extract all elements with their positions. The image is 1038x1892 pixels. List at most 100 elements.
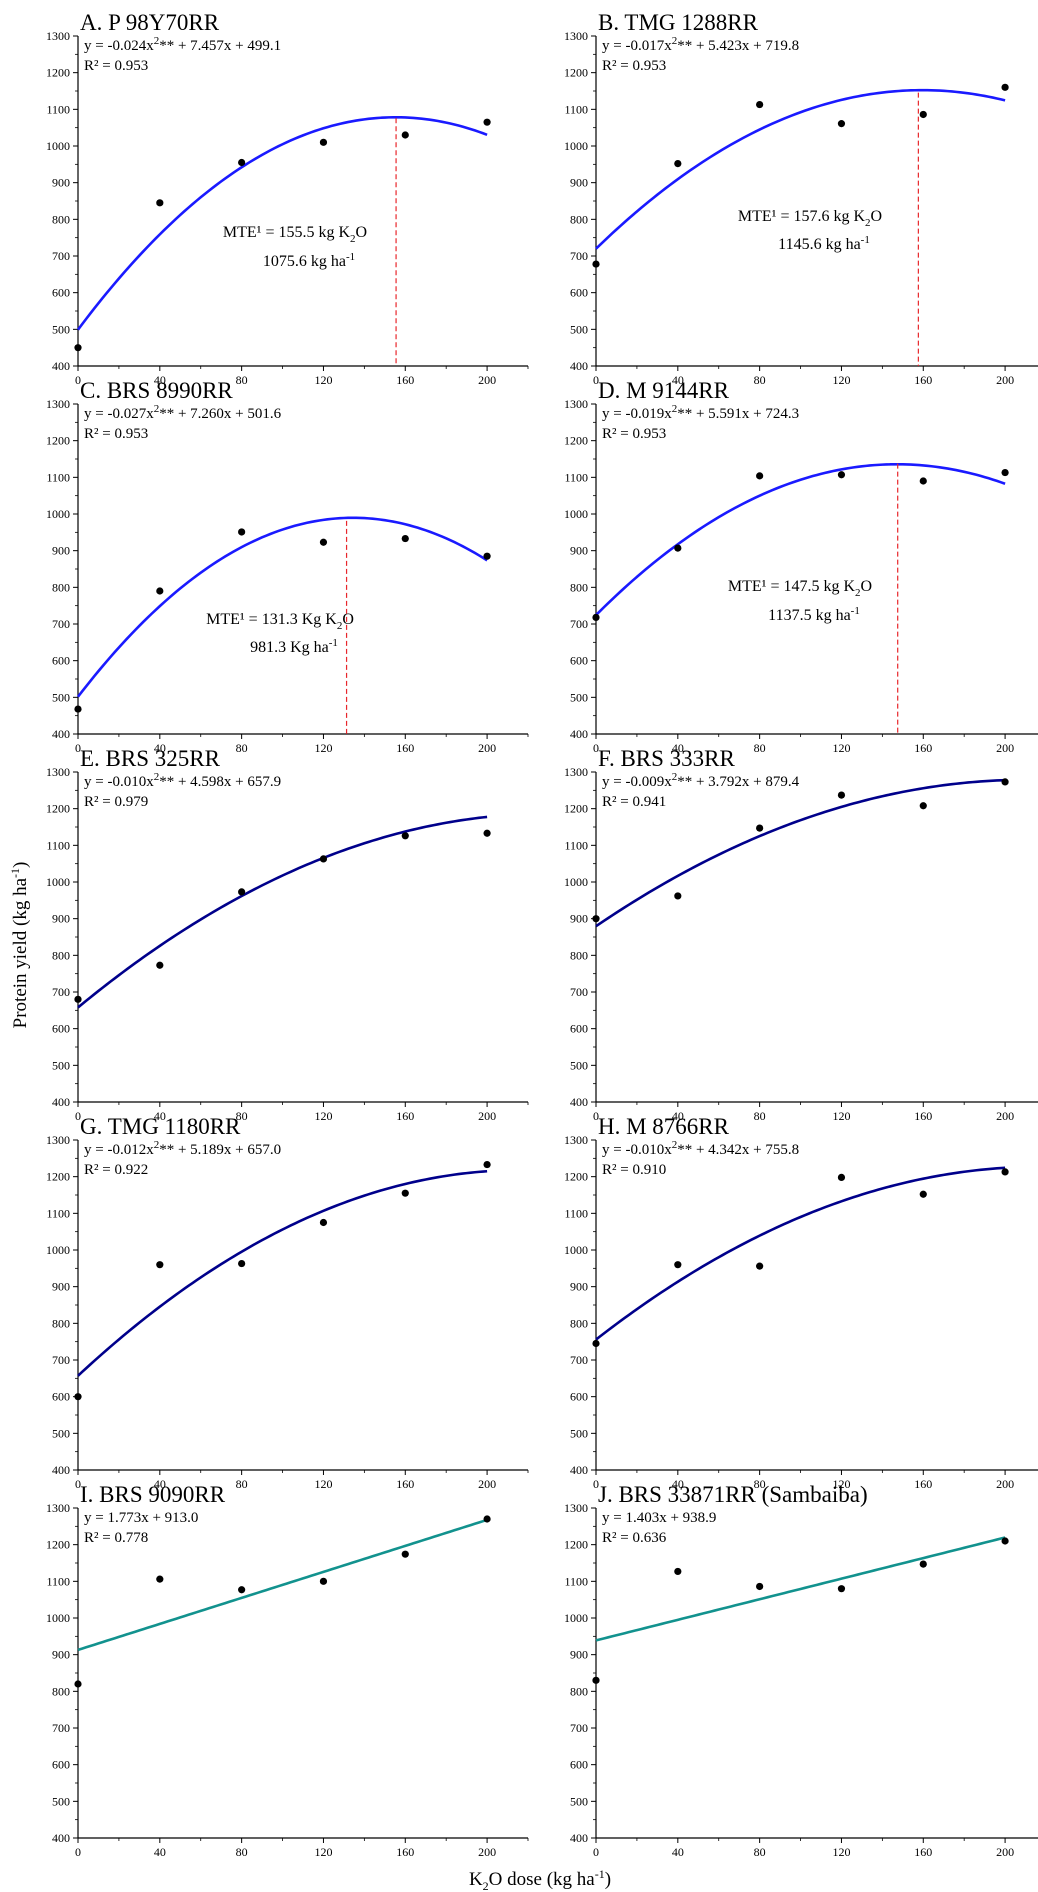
panel-c-xtick-label: 120 — [314, 741, 332, 755]
panel-d-mte-label: MTE¹ = 147.5 kg K2O — [728, 578, 872, 599]
panel-f-xtick-label: 0 — [593, 1109, 599, 1123]
panel-b-equation: y = -0.017x2** + 5.423x + 719.8 — [602, 35, 799, 54]
panel-b-ytick-label: 500 — [570, 322, 588, 336]
panel-i-r2: R² = 0.778 — [84, 1530, 148, 1546]
panel-g-equation-sup: 2 — [154, 1139, 160, 1151]
panel-b-ytick-label: 800 — [570, 212, 588, 226]
panel-j-data-point — [919, 1560, 927, 1568]
panel-c: 400 500 600 700 800 900 1000 1100 1200 1300 0 40 80 1… — [46, 378, 529, 755]
x-axis-title-sup: -1 — [595, 1867, 605, 1881]
panel-h-ytick-label: 800 — [570, 1316, 588, 1330]
panel-d-mte-label-end: O — [861, 578, 873, 595]
panel-d-mte-value-sup: -1 — [851, 605, 860, 617]
panel-j-r2: R² = 0.636 — [602, 1530, 667, 1546]
panel-a-fit-line — [76, 115, 488, 331]
panel-e-xtick-label: 160 — [396, 1109, 414, 1123]
panel-a-ytick-label: 1200 — [46, 66, 70, 80]
panel-i-equation: y = 1.773x + 913.0 — [84, 1510, 198, 1526]
panel-i-ytick-label: 500 — [52, 1794, 70, 1808]
panel-f-data-point — [1001, 778, 1009, 786]
panel-i-ytick-label: 1300 — [46, 1501, 70, 1515]
panel-e-xtick-label: 120 — [314, 1109, 332, 1123]
panel-a-ytick-label: 600 — [52, 286, 70, 300]
panel-c-mte-label-end: O — [342, 611, 354, 628]
panel-c-xtick-label: 200 — [478, 741, 496, 755]
panel-f-ytick-label: 1300 — [564, 765, 588, 779]
panel-j-data-point — [1001, 1537, 1009, 1545]
panel-i-ytick-label: 1000 — [46, 1611, 70, 1625]
panel-h-data-point — [1001, 1168, 1009, 1176]
panel-i-data-point — [401, 1550, 409, 1558]
panel-g-data-point — [238, 1259, 246, 1268]
panel-c-xtick-label: 0 — [75, 741, 81, 755]
panel-i-ytick-label: 1100 — [46, 1574, 70, 1588]
panel-c-ytick-label: 1000 — [46, 507, 70, 521]
panel-j-equation: y = 1.403x + 938.9 — [602, 1510, 716, 1526]
panel-b-ytick-label: 400 — [570, 359, 588, 373]
panel-d-ytick-label: 1000 — [564, 507, 588, 521]
panel-f-xtick-label: 120 — [832, 1109, 850, 1123]
panel-e-data-point — [319, 855, 328, 863]
panel-j-data-point — [674, 1567, 682, 1576]
panel-i-xtick-label: 80 — [236, 1845, 248, 1859]
panel-a-xtick-label: 160 — [396, 373, 414, 387]
panel-h-ytick-label: 1200 — [564, 1170, 588, 1184]
panel-a-xtick-label: 120 — [314, 373, 332, 387]
panel-a-mte-label-end: O — [356, 224, 368, 241]
panel-g-xtick-label: 200 — [478, 1477, 496, 1491]
panel-f-xtick-label: 40 — [672, 1109, 684, 1123]
panel-i-xtick-label: 40 — [154, 1845, 166, 1859]
panel-f-xtick-label: 200 — [996, 1109, 1014, 1123]
panel-c-data-point — [74, 705, 82, 713]
panel-c-ytick-label: 900 — [52, 544, 70, 558]
panel-b-mte-label-main: MTE¹ = 157.6 kg K — [738, 208, 866, 225]
panel-i-ytick-label: 700 — [52, 1721, 70, 1735]
panel-g-ytick-label: 400 — [52, 1463, 70, 1477]
panel-i-ytick-label: 1200 — [46, 1538, 70, 1552]
panel-h-ytick-label: 1000 — [564, 1243, 588, 1257]
panel-e-data-point — [156, 961, 164, 969]
panel-e-ytick-label: 400 — [52, 1095, 70, 1109]
panel-b: 400 500 600 700 800 900 1000 1100 1200 1300 0 40 80 1… — [564, 10, 1038, 387]
panel-g-ytick-label: 1300 — [46, 1133, 70, 1147]
panel-i-xtick-label: 120 — [314, 1845, 332, 1859]
panel-b-equation-main: y = -0.017x — [602, 38, 672, 54]
panel-e-ytick-label: 1300 — [46, 765, 70, 779]
panel-c-ytick-label: 700 — [52, 617, 70, 631]
panel-h-r2: R² = 0.910 — [602, 1162, 666, 1178]
panel-h-ytick-label: 700 — [570, 1353, 588, 1367]
panel-e-xtick-label: 200 — [478, 1109, 496, 1123]
panel-g-r2: R² = 0.922 — [84, 1162, 148, 1178]
panel-d-xtick-label: 160 — [914, 741, 932, 755]
panel-a-ytick-label: 1100 — [46, 102, 70, 116]
panel-j-ytick-label: 900 — [570, 1648, 588, 1662]
panel-a-title: A. P 98Y70RR — [80, 10, 220, 35]
panel-a-data-point — [156, 199, 164, 207]
panel-b-data-point — [1001, 83, 1009, 91]
panel-i-fit-line — [77, 1518, 488, 1652]
panel-c-mte-label-main: MTE¹ = 131.3 Kg K — [206, 611, 337, 628]
panel-g-title: G. TMG 1180RR — [80, 1114, 241, 1139]
panel-j-equation-main: y = 1.403x + 938.9 — [602, 1510, 716, 1526]
panel-d-ytick-label: 1300 — [564, 397, 588, 411]
panel-f-equation-main: y = -0.009x — [602, 774, 672, 790]
panel-b-ytick-label: 600 — [570, 286, 588, 300]
panel-j-data-point — [756, 1582, 764, 1591]
panel-d-ytick-label: 400 — [570, 727, 588, 741]
panel-d-ytick-label: 500 — [570, 690, 588, 704]
panel-c-mte-label-sub: 2 — [337, 620, 343, 632]
panel-f-ytick-label: 800 — [570, 948, 588, 962]
panel-h: 400 500 600 700 800 900 1000 1100 1200 1300 0 40 80 1… — [564, 1114, 1038, 1491]
y-axis-title-close: ) — [10, 862, 31, 868]
panel-f-xtick-label: 160 — [914, 1109, 932, 1123]
panel-g-xtick-label: 80 — [236, 1477, 248, 1491]
panel-e-ytick-label: 600 — [52, 1022, 70, 1036]
panel-c-xtick-label: 160 — [396, 741, 414, 755]
panel-f-equation-rest: ** + 3.792x + 879.4 — [677, 774, 799, 790]
panel-a-ytick-label: 900 — [52, 176, 70, 190]
panel-a-mte-value-sup: -1 — [346, 251, 355, 263]
panel-c-mte-value-sup: -1 — [329, 637, 338, 649]
panel-i-data-point — [319, 1577, 328, 1585]
panel-b-xtick-label: 0 — [593, 373, 599, 387]
